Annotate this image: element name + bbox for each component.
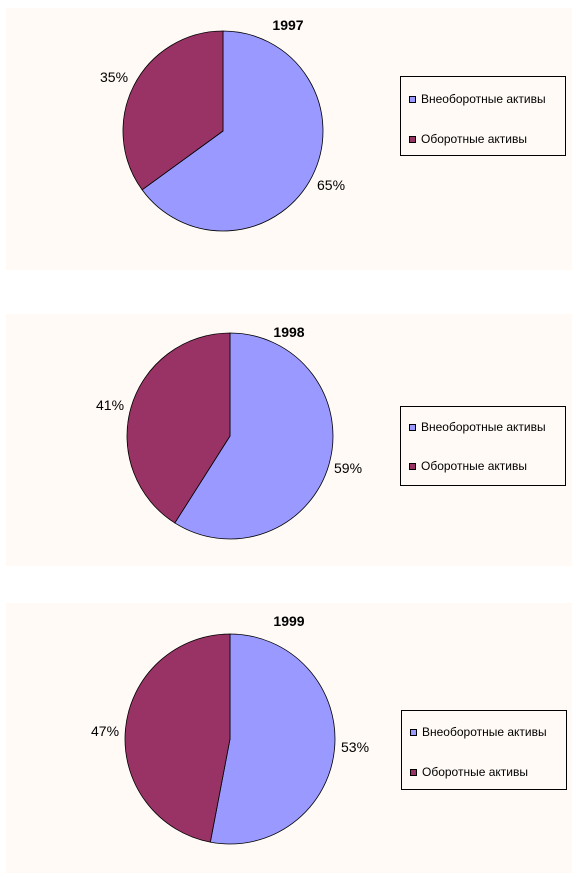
legend-swatch-icon	[409, 95, 416, 103]
legend-item-current-assets: Оборотные активы	[410, 765, 528, 779]
legend-label: Оборотные активы	[422, 765, 528, 779]
pie-svg	[122, 30, 324, 232]
chart-panel-1998: 1998 41% 59% Внеоборотные активы Оборотн…	[6, 314, 572, 566]
data-label-current-assets: 47%	[91, 723, 120, 739]
legend-item-current-assets: Оборотные активы	[409, 459, 527, 473]
legend-label: Оборотные активы	[421, 132, 527, 146]
legend: Внеоборотные активы Оборотные активы	[401, 710, 567, 790]
chart-title: 1997	[272, 17, 304, 33]
legend-item-noncurrent-assets: Внеоборотные активы	[410, 725, 547, 739]
chart-panel-1997: 1997 35% 65% Внеоборотные активы Оборотн…	[6, 8, 572, 270]
legend-item-noncurrent-assets: Внеоборотные активы	[409, 420, 546, 434]
legend-item-current-assets: Оборотные активы	[409, 132, 527, 146]
legend-swatch-icon	[410, 728, 417, 736]
pie-slice-noncurrent-assets	[209, 633, 336, 845]
legend-label: Внеоборотные активы	[422, 725, 547, 739]
pie-slice-current-assets	[122, 30, 224, 191]
pie-svg	[126, 332, 334, 540]
legend-swatch-icon	[410, 768, 417, 776]
legend-label: Внеоборотные активы	[421, 92, 546, 106]
data-label-current-assets: 41%	[96, 397, 125, 413]
chart-title: 1998	[273, 324, 305, 340]
chart-title: 1999	[273, 613, 305, 629]
legend-label: Внеоборотные активы	[421, 420, 546, 434]
legend-swatch-icon	[409, 423, 416, 431]
data-label-current-assets: 35%	[100, 69, 129, 85]
legend-item-noncurrent-assets: Внеоборотные активы	[409, 92, 546, 106]
pie-svg	[124, 633, 336, 845]
pie-slice-noncurrent-assets	[141, 30, 324, 232]
chart-panel-1999: 1999 47% 53% Внеоборотные активы Оборотн…	[6, 603, 572, 873]
legend: Внеоборотные активы Оборотные активы	[400, 406, 566, 486]
legend-swatch-icon	[409, 135, 416, 143]
data-label-noncurrent-assets: 65%	[317, 177, 346, 193]
legend-swatch-icon	[409, 462, 416, 470]
pie-slice-current-assets	[126, 332, 231, 524]
legend-label: Оборотные активы	[421, 459, 527, 473]
data-label-noncurrent-assets: 59%	[334, 460, 363, 476]
data-label-noncurrent-assets: 53%	[341, 739, 370, 755]
legend: Внеоборотные активы Оборотные активы	[400, 76, 566, 156]
pie-slice-current-assets	[124, 633, 231, 843]
pie-slice-noncurrent-assets	[174, 332, 334, 540]
